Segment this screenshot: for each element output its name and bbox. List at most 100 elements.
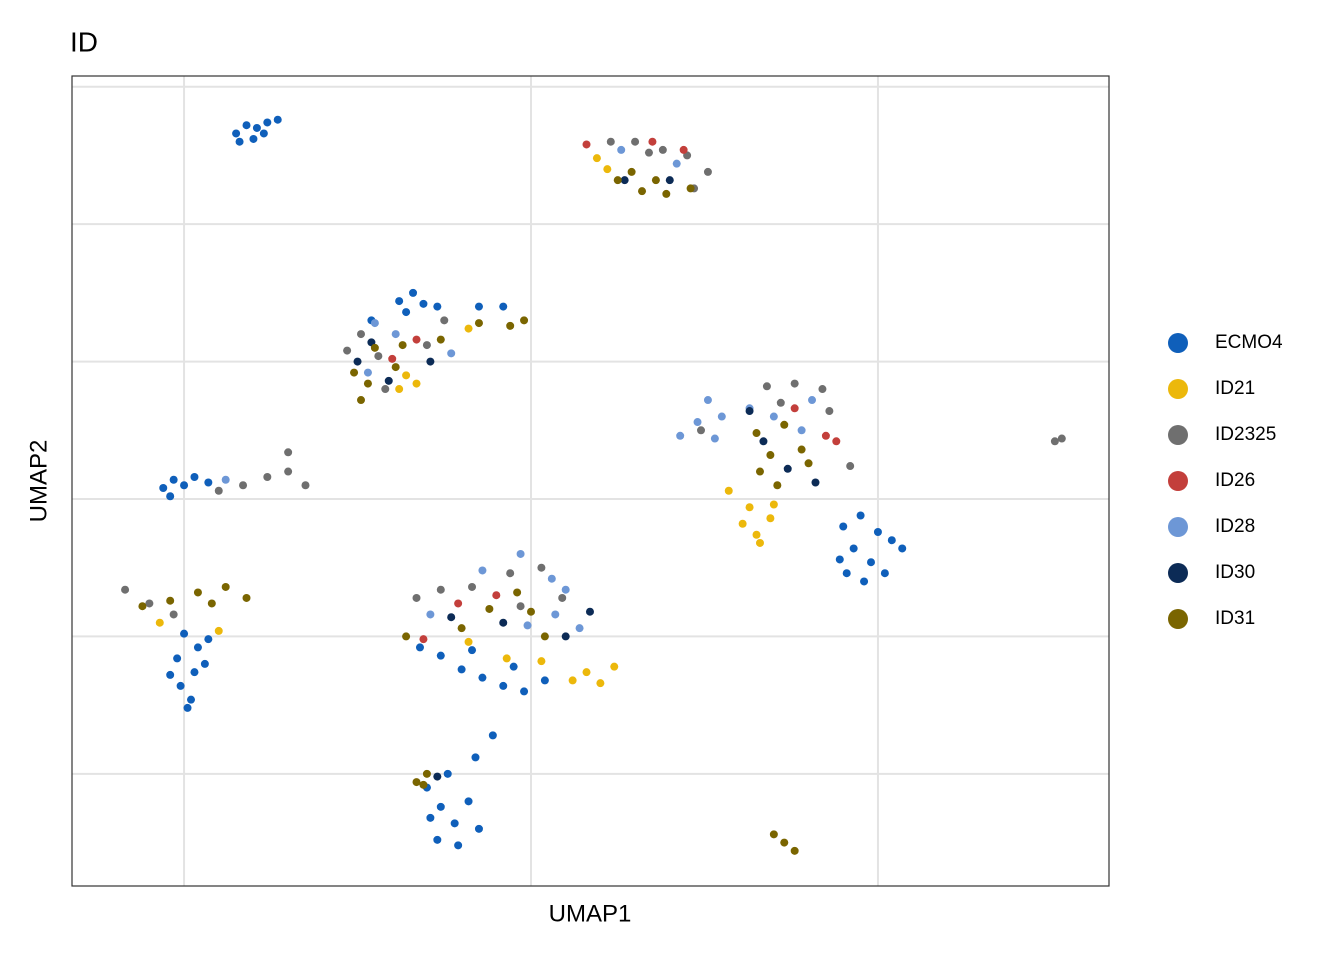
point [478,566,487,575]
point [811,478,820,487]
point [797,426,806,435]
point [627,167,636,176]
point [457,665,466,674]
legend-label: ECMO4 [1215,332,1283,353]
point [242,121,251,130]
point [485,604,494,613]
point [537,563,546,572]
point [374,352,383,361]
legend-swatch [1168,471,1188,491]
point [454,841,463,850]
point [471,753,480,762]
point [520,316,529,325]
point [468,582,477,591]
point [516,602,525,611]
point [745,503,754,512]
point [193,643,202,652]
point [561,585,570,594]
point [686,184,695,193]
point [412,379,421,388]
point [391,330,400,339]
point [755,467,764,476]
point [832,437,841,446]
point [610,662,619,671]
point [370,319,379,328]
point [648,137,657,146]
point [468,646,477,655]
point [402,632,411,641]
point [412,593,421,602]
point [821,431,830,440]
point [221,582,230,591]
point [412,335,421,344]
point [426,813,435,822]
point [603,165,612,174]
point [710,434,719,443]
point [433,772,442,781]
point [613,176,622,185]
point [166,670,175,679]
point [204,478,213,487]
point [419,635,428,644]
point [457,624,466,633]
point [464,797,473,806]
point [620,176,629,185]
point [846,462,855,471]
legend-swatch [1168,333,1188,353]
point [232,129,241,138]
point [159,484,168,493]
point [138,602,147,611]
point [402,308,411,317]
point [384,376,393,385]
point [631,137,640,146]
legend-label: ID26 [1215,470,1255,491]
point [697,426,705,435]
point [214,486,223,495]
point [207,599,216,608]
point [1057,434,1066,443]
point [221,475,230,484]
point [454,599,463,608]
point [755,538,764,547]
point [169,475,178,484]
point [724,486,733,495]
point [200,659,209,668]
point [190,668,199,677]
point [193,588,202,597]
point [745,407,754,416]
point [357,396,365,405]
point [582,668,591,677]
point [617,145,626,154]
point [395,297,404,306]
point [516,549,525,558]
point [523,621,532,630]
point [717,412,726,421]
point [488,731,497,740]
point [180,481,189,490]
point [880,569,889,578]
point [738,519,747,528]
point [412,778,421,787]
point [606,137,615,146]
point [780,838,789,847]
point [780,420,789,429]
legend-swatch [1168,609,1188,629]
legend-swatch [1168,563,1188,583]
point [887,536,896,545]
point [242,593,251,602]
point [391,363,400,372]
point [422,341,431,350]
point [450,819,459,828]
point [842,569,851,578]
y-axis-label: UMAP2 [25,440,52,523]
point [252,123,261,132]
point [440,316,449,325]
point [558,593,567,602]
point [169,610,178,619]
point [752,429,761,438]
point [239,481,248,490]
point [506,569,515,578]
point [665,176,674,185]
point [370,343,379,352]
